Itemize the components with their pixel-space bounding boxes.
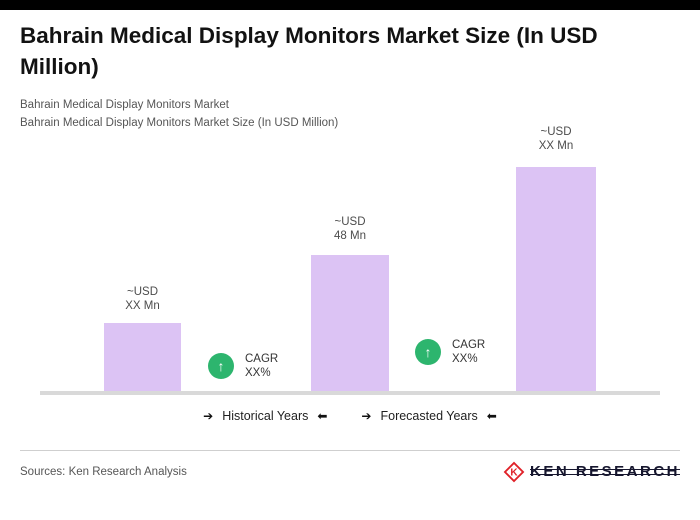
cagr-value: XX% bbox=[245, 367, 271, 379]
bar-label-line: ~USD bbox=[540, 126, 572, 138]
legend-forecasted-years: ➔ Forecasted Years ⬅ bbox=[361, 409, 496, 423]
arrow-right-icon: ➔ bbox=[203, 409, 214, 423]
logo-k-letter: K bbox=[510, 468, 518, 479]
subtitle-line-1: Bahrain Medical Display Monitors Market bbox=[20, 99, 229, 111]
subtitle-line-2: Bahrain Medical Display Monitors Market … bbox=[20, 117, 339, 129]
legend-historical-years: ➔ Historical Years ⬅ bbox=[203, 409, 327, 423]
logo-text: KEN RESEARCH bbox=[529, 463, 680, 480]
cagr-value: XX% bbox=[452, 353, 478, 365]
sources-text: Sources: Ken Research Analysis bbox=[20, 466, 187, 478]
cagr-title: CAGR bbox=[245, 353, 279, 365]
bar-label-line: 48 Mn bbox=[334, 230, 366, 242]
x-axis-baseline bbox=[40, 391, 660, 395]
legend-label: Historical Years bbox=[222, 409, 309, 423]
bar-label-line: ~USD bbox=[334, 216, 366, 228]
arrow-up-circle-icon: ↑ bbox=[208, 353, 234, 379]
bar-value-label-forecast: ~USD XX Mn bbox=[516, 125, 596, 153]
footer-divider bbox=[20, 450, 680, 451]
cagr-badge-historical: ↑ CAGR XX% bbox=[208, 352, 278, 380]
axis-legend: ➔ Historical Years ⬅ ➔ Forecasted Years … bbox=[0, 409, 700, 423]
arrow-left-icon: ⬅ bbox=[317, 409, 328, 423]
arrow-up-circle-icon: ↑ bbox=[415, 339, 441, 365]
arrow-right-icon: ➔ bbox=[361, 409, 372, 423]
bar-label-line: XX Mn bbox=[125, 300, 160, 312]
bar-label-line: XX Mn bbox=[538, 140, 574, 152]
cagr-text: CAGR XX% bbox=[452, 338, 485, 366]
cagr-badge-forecast: ↑ CAGR XX% bbox=[415, 338, 485, 366]
bar-value-label-base: ~USD 48 Mn bbox=[311, 215, 389, 243]
ken-research-logo: K KEN RESEARCH bbox=[503, 461, 680, 483]
page-title: Bahrain Medical Display Monitors Market … bbox=[20, 23, 598, 79]
logo-k-icon: K bbox=[503, 461, 525, 483]
top-accent-bar bbox=[0, 0, 700, 10]
logo-wordmark: KEN RESEARCH bbox=[529, 463, 680, 481]
bar-base-year bbox=[311, 255, 389, 391]
bar-historical bbox=[104, 323, 181, 391]
bar-forecast bbox=[516, 167, 596, 391]
logo-line bbox=[529, 474, 680, 475]
arrow-left-icon: ⬅ bbox=[486, 409, 497, 423]
arrow-up-icon: ↑ bbox=[217, 358, 225, 374]
cagr-text: CAGR XX% bbox=[245, 352, 278, 380]
logo-line bbox=[529, 469, 680, 470]
cagr-title: CAGR bbox=[452, 339, 486, 351]
legend-label: Forecasted Years bbox=[380, 409, 478, 423]
bar-value-label-historical: ~USD XX Mn bbox=[104, 285, 181, 313]
bar-label-line: ~USD bbox=[127, 286, 158, 298]
arrow-up-icon: ↑ bbox=[424, 344, 432, 360]
